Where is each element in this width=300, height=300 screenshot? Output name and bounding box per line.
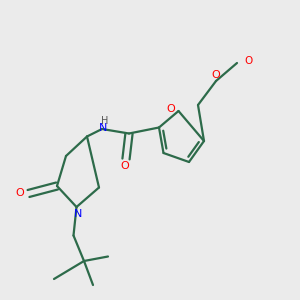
Text: N: N (74, 208, 82, 219)
Text: N: N (99, 123, 108, 133)
Text: O: O (120, 160, 129, 171)
Text: O: O (212, 70, 220, 80)
Text: O: O (15, 188, 24, 199)
Text: O: O (167, 104, 176, 115)
Text: O: O (244, 56, 253, 66)
Text: H: H (101, 116, 108, 126)
